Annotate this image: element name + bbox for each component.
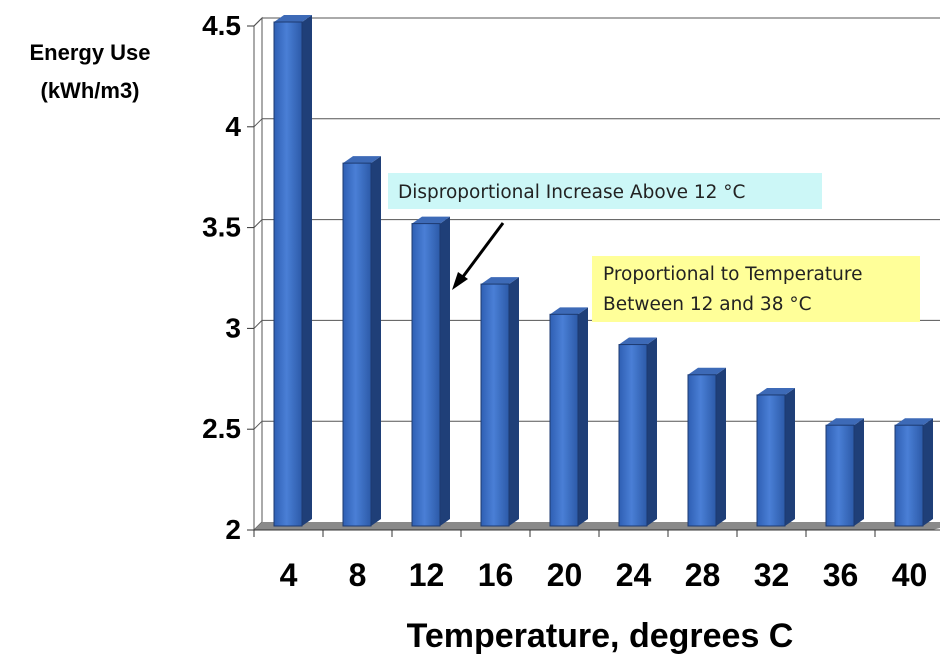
annotation-disproportional-text: Disproportional Increase Above 12 °C xyxy=(398,182,745,203)
y-tick-label: 4.5 xyxy=(202,10,241,41)
gridline-side xyxy=(253,17,263,27)
y-tick-label: 2 xyxy=(225,514,241,545)
x-tick-label: 28 xyxy=(685,557,721,593)
y-tick-label: 3.5 xyxy=(202,212,241,243)
x-tick-label: 12 xyxy=(409,557,445,593)
y-axis-ticks: 2 2.5 3 3.5 4 4.5 xyxy=(202,10,254,545)
x-tick-label: 32 xyxy=(754,557,790,593)
bar-front xyxy=(618,344,648,527)
bar-side xyxy=(509,277,519,526)
annotation-arrow xyxy=(452,222,505,290)
bar xyxy=(687,367,726,527)
annotation-proportional-text-line-2: Between 12 and 38 °C xyxy=(603,294,812,315)
bar-front xyxy=(825,424,855,527)
bar-side xyxy=(854,418,864,526)
bars xyxy=(273,15,933,527)
y-tick-label: 3 xyxy=(225,312,241,343)
bar-front xyxy=(480,283,510,527)
y-axis-title-line-2: (kWh/m3) xyxy=(41,78,140,103)
bar-side xyxy=(923,418,933,526)
bar-front xyxy=(549,313,579,527)
bar-top xyxy=(826,418,864,426)
annotation-proportional-box xyxy=(592,256,920,322)
bar-top xyxy=(550,307,588,315)
bar-front xyxy=(894,424,924,527)
x-tick-label: 40 xyxy=(892,557,928,593)
annotation-disproportional: Disproportional Increase Above 12 °C xyxy=(388,173,822,209)
y-tick-label: 2.5 xyxy=(202,413,241,444)
bar-top xyxy=(343,156,381,164)
bar-top xyxy=(688,367,726,375)
y-tick-label: 4 xyxy=(225,111,241,142)
bar xyxy=(480,277,519,527)
bar-side xyxy=(371,156,381,526)
bar xyxy=(273,15,312,527)
bar-side xyxy=(785,387,795,526)
bar xyxy=(756,387,795,527)
bar-front xyxy=(687,374,717,527)
bar-top xyxy=(412,216,450,224)
bar-front xyxy=(273,21,303,527)
annotation-disproportional-box xyxy=(388,173,822,209)
bar xyxy=(618,337,657,527)
x-tick-label: 20 xyxy=(547,557,583,593)
gridline-side xyxy=(253,118,263,128)
bar-side xyxy=(716,367,726,526)
annotation-proportional-text-line-1: Proportional to Temperature xyxy=(603,264,862,285)
gridline-side xyxy=(253,420,263,430)
gridline-side xyxy=(253,219,263,228)
x-axis-ticks: 4 8 12 16 20 24 28 32 36 40 xyxy=(253,530,928,593)
x-tick-label: 4 xyxy=(280,557,298,593)
bar xyxy=(549,307,588,527)
plot-side-wall xyxy=(253,16,263,532)
bar-front xyxy=(411,223,441,527)
x-tick-label: 8 xyxy=(349,557,367,593)
bar-side xyxy=(440,216,450,526)
y-axis-title-line-1: Energy Use xyxy=(29,40,150,65)
bar-side xyxy=(302,15,312,526)
bar-side xyxy=(578,307,588,526)
bar xyxy=(342,156,381,527)
bar-top xyxy=(757,387,795,395)
x-tick-label: 36 xyxy=(823,557,859,593)
bar xyxy=(894,418,933,527)
bar xyxy=(411,216,450,527)
bar-top xyxy=(895,418,933,426)
bar-top xyxy=(274,15,312,22)
x-axis-title: Temperature, degrees C xyxy=(407,617,794,655)
bar xyxy=(825,418,864,527)
x-tick-label: 16 xyxy=(478,557,514,593)
bar-top xyxy=(619,337,657,345)
gridline-side xyxy=(253,320,263,329)
bar-side xyxy=(647,337,657,526)
bar-top xyxy=(481,277,519,285)
annotation-proportional: Proportional to Temperature Between 12 a… xyxy=(592,256,920,322)
x-tick-label: 24 xyxy=(616,557,652,593)
bar-front xyxy=(756,394,786,527)
bar-front xyxy=(342,162,372,527)
